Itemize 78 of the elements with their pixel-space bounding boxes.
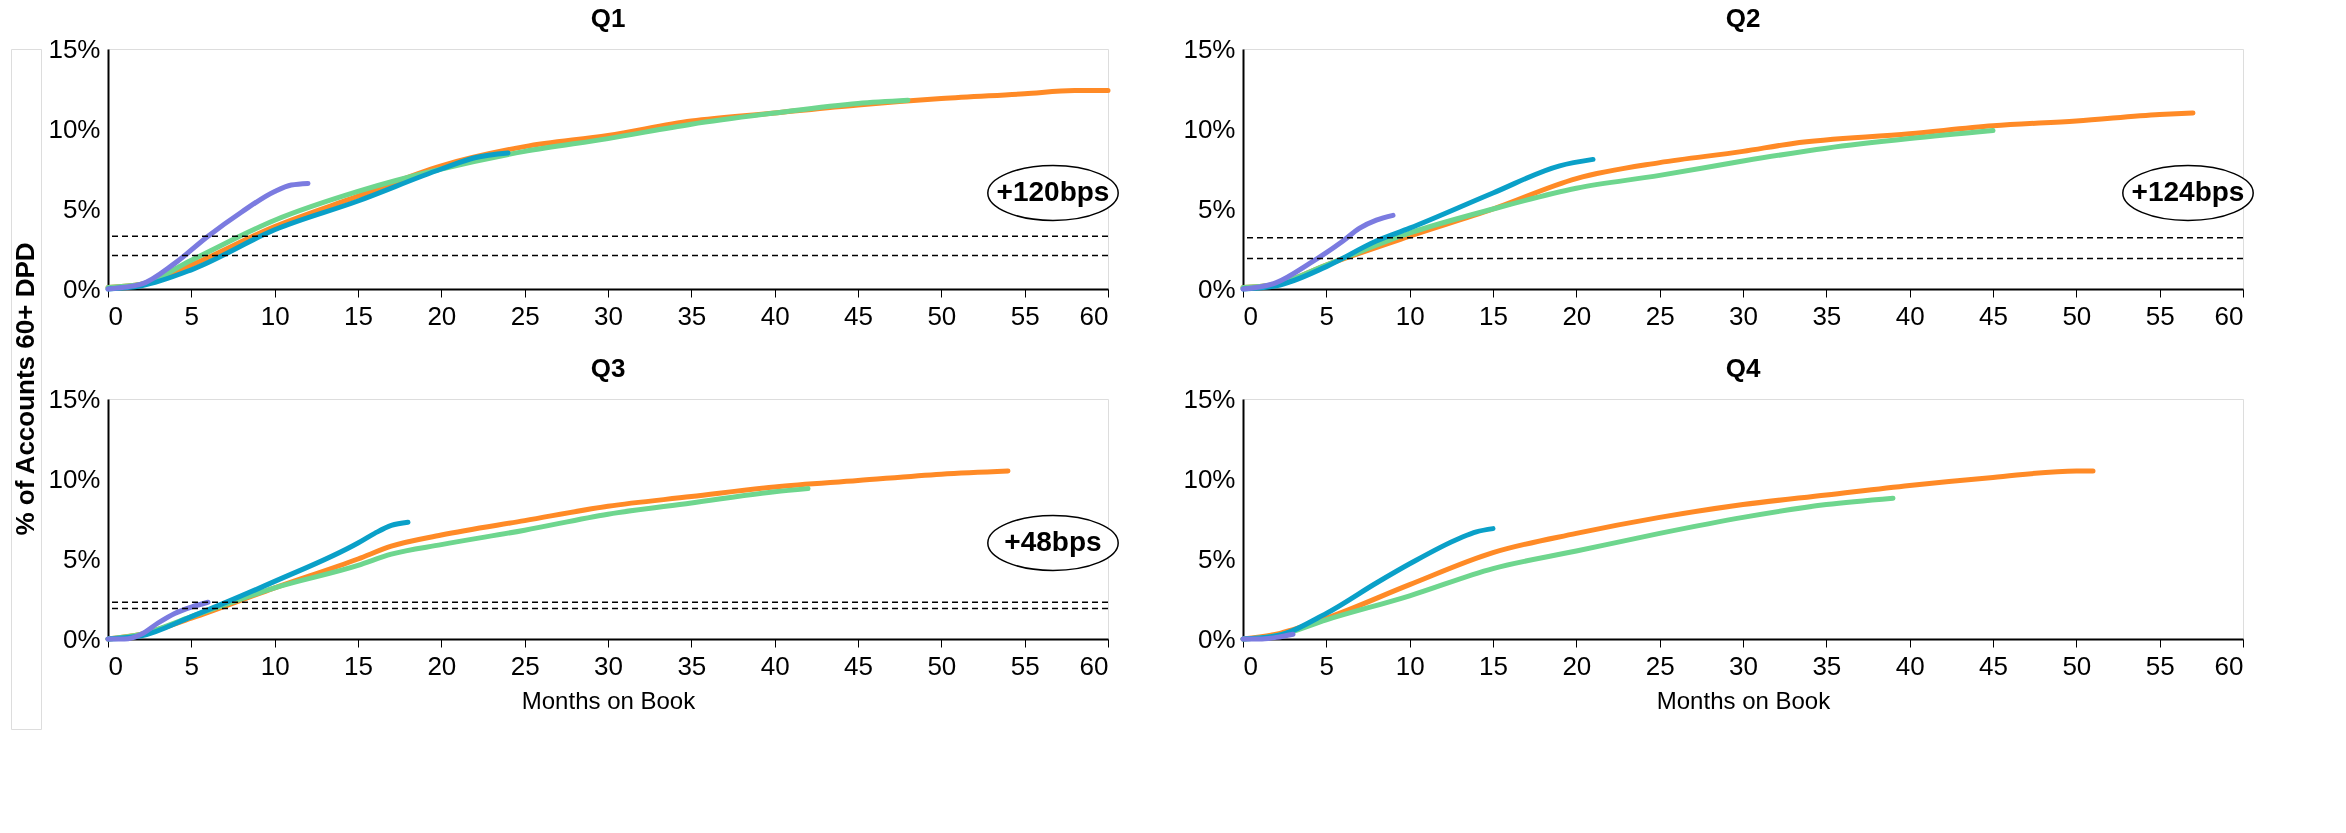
y-tick-label: 10%: [1183, 113, 1236, 144]
y-tick-label: 15%: [1183, 33, 1236, 64]
x-tick-label: 5: [184, 300, 200, 331]
x-tick-label: 35: [1812, 300, 1842, 331]
x-tick-label: 35: [1812, 650, 1842, 681]
x-tick-label: 30: [1729, 650, 1758, 681]
x-tick-label: 0: [108, 650, 123, 681]
x-axis-title: Months on Book: [1656, 686, 1832, 714]
x-tick-label: 60: [2214, 650, 2244, 681]
y-tick-label: 0%: [62, 273, 101, 304]
x-tick-label: 15: [344, 650, 373, 681]
y-tick-label: 15%: [48, 33, 101, 64]
x-tick-label: 15: [1479, 650, 1508, 681]
x-tick-label: 50: [927, 300, 957, 331]
x-tick-label: 25: [1645, 300, 1675, 331]
x-tick-label: 0: [108, 300, 123, 331]
y-tick-label: 5%: [1197, 193, 1236, 224]
x-tick-label: 55: [1010, 650, 1040, 681]
x-tick-label: 0: [1243, 300, 1258, 331]
y-tick-label: 10%: [48, 113, 101, 144]
x-tick-label: 40: [760, 300, 790, 331]
chart-title: Q4: [1725, 353, 1761, 383]
y-tick-label: 15%: [48, 383, 101, 414]
x-tick-label: 60: [1079, 300, 1109, 331]
x-tick-label: 25: [510, 650, 540, 681]
x-tick-label: 10: [1395, 650, 1425, 681]
x-tick-label: 10: [260, 300, 290, 331]
x-tick-label: 45: [844, 650, 873, 681]
y-tick-label: 15%: [1183, 383, 1236, 414]
x-tick-label: 45: [1979, 650, 2008, 681]
x-tick-label: 30: [594, 650, 623, 681]
x-tick-label: 50: [2062, 650, 2092, 681]
x-tick-label: 55: [2145, 300, 2175, 331]
y-tick-label: 5%: [1197, 543, 1236, 574]
x-tick-label: 55: [2145, 650, 2175, 681]
x-tick-label: 60: [1079, 650, 1109, 681]
x-tick-label: 20: [1562, 300, 1592, 331]
chart-title: Q2: [1725, 3, 1761, 33]
x-tick-label: 30: [594, 300, 623, 331]
y-tick-label: 0%: [62, 623, 101, 654]
x-tick-label: 15: [1479, 300, 1508, 331]
x-tick-label: 35: [677, 650, 707, 681]
x-tick-label: 45: [844, 300, 873, 331]
x-tick-label: 30: [1729, 300, 1758, 331]
x-tick-label: 25: [1645, 650, 1675, 681]
x-tick-label: 5: [1319, 650, 1335, 681]
x-tick-label: 35: [677, 300, 707, 331]
x-tick-label: 55: [1010, 300, 1040, 331]
x-tick-label: 0: [1243, 650, 1258, 681]
y-axis-title: % of Accounts 60+ DPD: [10, 242, 40, 536]
x-axis-title: Months on Book: [521, 686, 697, 714]
x-tick-label: 15: [344, 300, 373, 331]
annotation: +120bps: [996, 176, 1110, 207]
x-tick-label: 50: [2062, 300, 2092, 331]
x-tick-label: 5: [1319, 300, 1335, 331]
x-tick-label: 20: [1562, 650, 1592, 681]
x-tick-label: 5: [184, 650, 200, 681]
chart-title: Q3: [590, 353, 626, 383]
x-tick-label: 45: [1979, 300, 2008, 331]
y-tick-label: 0%: [1197, 623, 1236, 654]
chart-title: Q1: [590, 3, 626, 33]
x-tick-label: 50: [927, 650, 957, 681]
x-tick-label: 40: [1895, 300, 1925, 331]
x-tick-label: 40: [760, 650, 790, 681]
y-tick-label: 5%: [62, 193, 101, 224]
x-tick-label: 10: [260, 650, 290, 681]
annotation: +48bps: [1004, 526, 1102, 557]
y-tick-label: 10%: [48, 463, 101, 494]
y-tick-label: 5%: [62, 543, 101, 574]
annotation: +124bps: [2131, 176, 2245, 207]
x-tick-label: 20: [427, 300, 457, 331]
x-tick-label: 25: [510, 300, 540, 331]
x-tick-label: 20: [427, 650, 457, 681]
y-tick-label: 0%: [1197, 273, 1236, 304]
y-tick-label: 10%: [1183, 463, 1236, 494]
x-tick-label: 60: [2214, 300, 2244, 331]
x-tick-label: 10: [1395, 300, 1425, 331]
x-tick-label: 40: [1895, 650, 1925, 681]
